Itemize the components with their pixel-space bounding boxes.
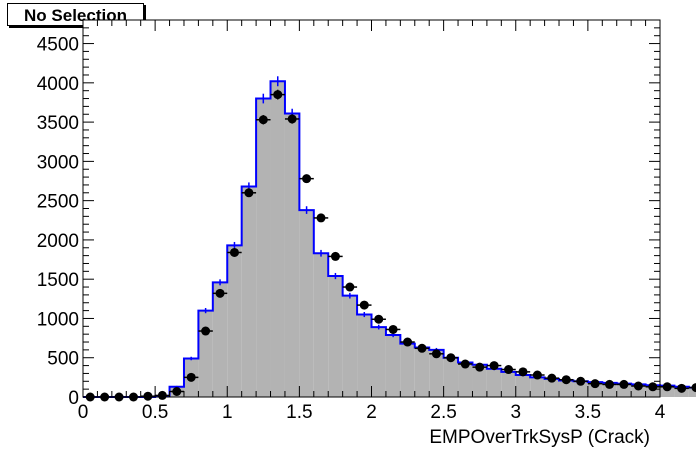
histogram-bar	[472, 364, 487, 397]
histogram-bar	[573, 381, 588, 397]
data-point	[273, 90, 283, 100]
data-point	[431, 349, 441, 359]
data-point	[561, 375, 571, 385]
histogram-bar	[544, 378, 560, 397]
x-tick-label: 2.5	[430, 402, 456, 423]
y-tick-label: 4500	[37, 35, 79, 56]
histogram-bar	[313, 253, 329, 397]
data-point	[475, 362, 485, 372]
histogram-bar	[385, 334, 401, 397]
y-tick-label: 3500	[37, 113, 79, 134]
data-point	[258, 115, 268, 125]
data-point	[677, 383, 687, 393]
x-tick-label: 1	[222, 402, 233, 423]
data-point	[157, 390, 167, 400]
data-point	[446, 353, 456, 363]
y-tick-label: 1500	[37, 270, 79, 291]
data-point	[201, 326, 211, 336]
histogram-bar	[270, 81, 285, 397]
y-tick-label: 1000	[37, 309, 79, 330]
data-point	[229, 247, 239, 257]
y-tick-label: 500	[47, 349, 79, 370]
data-point	[316, 213, 326, 223]
histogram-bar	[299, 210, 314, 397]
histogram-bar	[342, 295, 358, 397]
data-point	[504, 365, 514, 375]
histogram-bar	[660, 385, 675, 397]
histogram-layer	[83, 76, 696, 398]
histogram-bar	[241, 186, 257, 397]
data-point	[605, 379, 615, 389]
data-point	[532, 370, 542, 380]
data-point	[460, 359, 470, 369]
histogram-bar	[458, 362, 473, 397]
histogram-bar	[559, 380, 574, 397]
data-point	[489, 361, 499, 371]
x-tick-label: 0	[78, 402, 89, 423]
y-tick-label: 4000	[37, 74, 79, 95]
histogram-bar	[414, 347, 430, 397]
data-point	[374, 314, 384, 324]
x-axis-title: EMPOverTrkSysP (Crack)	[429, 427, 650, 448]
data-point	[576, 376, 586, 386]
data-point	[287, 114, 297, 124]
x-tick-label: 4	[655, 402, 666, 423]
histogram-bar	[486, 368, 502, 397]
y-tick-label: 0	[68, 388, 79, 409]
data-point	[345, 282, 355, 292]
histogram-bar	[530, 377, 545, 397]
histogram-bar	[688, 387, 696, 397]
y-tick-label: 2500	[37, 192, 79, 213]
data-point	[359, 300, 369, 310]
data-point	[186, 372, 196, 382]
x-tick-label: 2	[366, 402, 377, 423]
histogram-bar	[227, 245, 242, 397]
data-point	[330, 251, 340, 261]
data-point	[403, 337, 413, 347]
data-point	[244, 188, 254, 198]
x-tick-label: 3	[510, 402, 521, 423]
y-tick-label: 2000	[37, 231, 79, 252]
histogram-bar	[501, 371, 516, 397]
histogram-bar	[284, 113, 300, 397]
data-points-layer	[83, 89, 696, 402]
histogram-bar	[198, 310, 213, 397]
histogram-bar	[443, 357, 459, 397]
histogram-bar	[256, 98, 271, 398]
data-point	[417, 343, 427, 353]
axis-layer: 0 0.5 1 1.5 2 2.5 3 3.5 4 0 500 1000 1500 2000 2500 300…	[37, 19, 666, 423]
data-point	[215, 288, 225, 298]
data-point	[172, 387, 182, 397]
histogram-bar	[371, 327, 386, 397]
data-point	[547, 373, 557, 383]
data-point	[633, 381, 643, 391]
histogram-bar	[212, 282, 228, 397]
data-point	[590, 379, 600, 389]
data-point	[388, 324, 398, 334]
x-tick-label: 3.5	[575, 402, 601, 423]
histogram-bar	[328, 276, 343, 397]
data-point	[662, 382, 672, 392]
data-point	[143, 391, 153, 401]
x-tick-label: 0.5	[142, 402, 168, 423]
data-point	[691, 383, 696, 393]
histogram-bar	[515, 375, 531, 397]
data-point	[648, 382, 658, 392]
histogram-bar	[400, 343, 415, 397]
histogram-bar	[429, 349, 444, 397]
y-tick-label: 3000	[37, 152, 79, 173]
data-point	[619, 379, 629, 389]
data-point	[518, 367, 528, 377]
x-tick-label: 1.5	[286, 402, 312, 423]
data-point	[302, 174, 312, 184]
histogram-bar	[357, 314, 372, 397]
